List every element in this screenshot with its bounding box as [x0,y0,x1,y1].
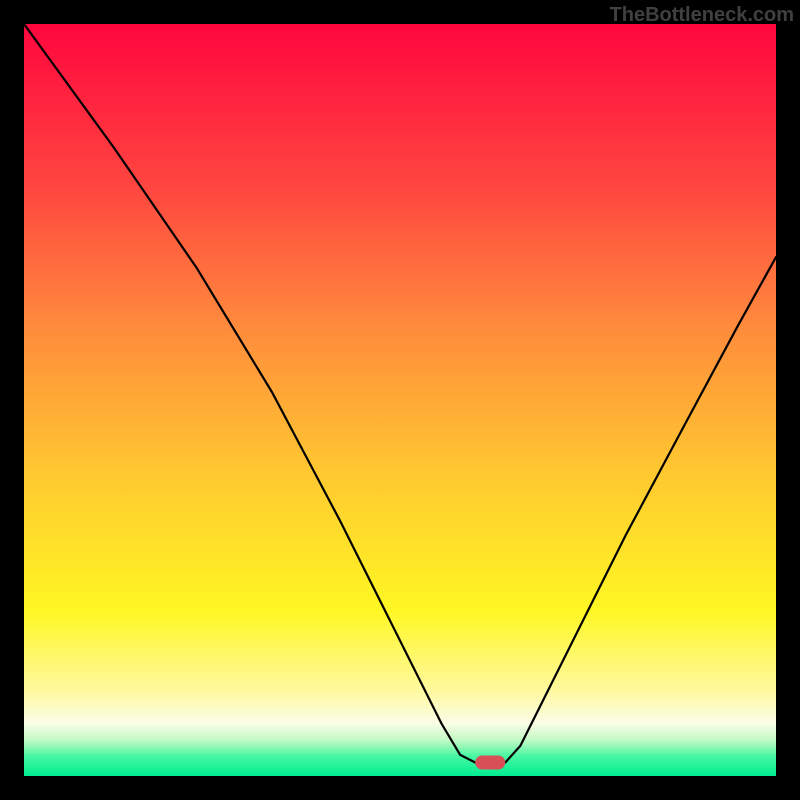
plot-svg [24,24,776,776]
plot-area [24,24,776,776]
chart-stage: TheBottleneck.com [0,0,800,800]
gradient-background [24,24,776,776]
trough-marker [475,756,505,770]
